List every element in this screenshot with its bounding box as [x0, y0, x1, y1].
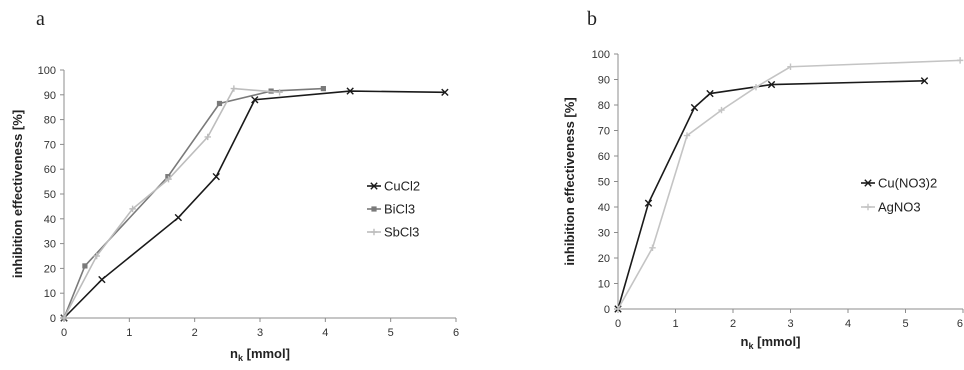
x-axis-title: nk [mmol] — [741, 334, 801, 351]
data-point — [174, 213, 183, 222]
y-tick-label: 90 — [598, 75, 610, 87]
legend-marker — [370, 228, 378, 236]
series-line — [617, 79, 925, 310]
y-tick-label: 30 — [44, 239, 56, 251]
data-point — [165, 175, 172, 183]
series-line — [63, 87, 324, 319]
data-point — [767, 80, 776, 89]
data-point — [230, 85, 238, 92]
legend-label: AgNO3 — [878, 200, 921, 215]
legend-marker — [864, 203, 872, 211]
data-point — [787, 63, 794, 70]
chart-b: 0 10 20 30 40 50 60 70 80 90 100 0 1 2 3 4 5 6 inhibition … — [562, 49, 964, 351]
y-axis-title: inhibition effectiveness [%] — [10, 110, 25, 278]
y-tick-label: 20 — [598, 253, 610, 265]
series-AgNO3 — [614, 57, 964, 313]
data-point — [276, 89, 283, 96]
data-point — [718, 106, 725, 114]
legend-label: SbCl3 — [384, 225, 419, 240]
data-point — [644, 199, 653, 207]
y-tick-label: 20 — [44, 263, 56, 275]
y-tick-label: 60 — [44, 164, 56, 176]
data-point — [216, 100, 223, 107]
legend-marker — [864, 179, 872, 187]
y-tick-label: 70 — [598, 126, 610, 138]
x-tick-label: 3 — [257, 327, 263, 339]
data-point — [98, 275, 106, 284]
data-point — [706, 89, 714, 98]
series-SbCl3 — [60, 85, 283, 322]
legend-label: BiCl3 — [384, 202, 415, 217]
data-point — [649, 244, 656, 251]
x-tick-label: 5 — [902, 318, 908, 330]
data-point — [683, 132, 691, 139]
y-tick-label: 60 — [598, 151, 610, 163]
series-BiCl3 — [61, 86, 326, 321]
x-tick-label: 0 — [615, 318, 621, 330]
data-point — [60, 314, 68, 322]
y-tick-label: 0 — [50, 313, 56, 325]
x-tick-label: 6 — [453, 327, 459, 339]
x-tick-label: 1 — [126, 327, 132, 339]
series-line — [63, 87, 280, 319]
y-tick-label: 50 — [44, 189, 56, 201]
y-tick-label: 70 — [44, 139, 56, 151]
y-tick-label: 80 — [598, 100, 610, 112]
data-point — [441, 88, 449, 97]
chart-a: 0 10 20 30 40 50 60 70 80 90 100 0 1 2 3 4 5 6 inhibition … — [10, 65, 459, 363]
x-tick-label: 4 — [845, 318, 851, 330]
data-point — [129, 205, 136, 213]
y-tick-label: 10 — [44, 288, 56, 300]
data-point — [320, 86, 326, 92]
x-tick-label: 0 — [61, 327, 67, 339]
y-tick-label: 40 — [598, 202, 610, 214]
y-tick-label: 0 — [604, 304, 610, 316]
data-point — [212, 172, 220, 181]
legend-label: Cu(NO3)2 — [878, 176, 937, 191]
y-tick-label: 90 — [44, 90, 56, 102]
data-point — [690, 103, 699, 112]
legend-label: CuCl2 — [384, 179, 420, 194]
data-point — [93, 252, 100, 260]
x-tick-label: 2 — [730, 318, 736, 330]
x-tick-label: 4 — [322, 327, 328, 339]
y-tick-label: 40 — [44, 214, 56, 226]
y-tick-label: 100 — [592, 49, 610, 61]
x-tick-label: 5 — [388, 327, 394, 339]
data-point — [752, 83, 760, 91]
panel-label-a: a — [36, 8, 45, 30]
data-point — [614, 305, 622, 313]
legend-marker — [370, 182, 378, 190]
x-axis-title: nk [mmol] — [230, 346, 290, 363]
data-point — [204, 133, 211, 141]
y-tick-label: 10 — [598, 279, 610, 291]
data-point — [920, 77, 929, 85]
data-point — [346, 87, 354, 95]
y-tick-label: 100 — [38, 65, 56, 77]
y-tick-label: 30 — [598, 228, 610, 240]
data-point — [251, 96, 259, 104]
panel-label-b: b — [587, 8, 597, 30]
x-tick-label: 6 — [957, 318, 963, 330]
data-point — [956, 57, 964, 64]
y-tick-label: 80 — [44, 115, 56, 127]
y-axis-title: inhibition effectiveness [%] — [562, 97, 577, 265]
y-tick-label: 50 — [598, 177, 610, 189]
x-tick-label: 3 — [787, 318, 793, 330]
data-point — [82, 263, 88, 269]
legend-marker — [371, 206, 377, 212]
series-Cu(NO3)2 — [614, 77, 929, 313]
x-tick-label: 1 — [672, 318, 678, 330]
x-tick-label: 2 — [192, 327, 198, 339]
